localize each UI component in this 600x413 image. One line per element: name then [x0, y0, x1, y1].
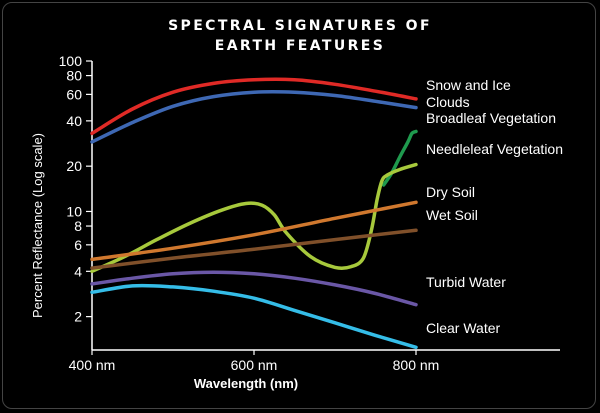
series-line-clear-water	[90, 283, 418, 350]
y-tick-label: 100	[59, 53, 83, 69]
chart-frame	[2, 2, 596, 409]
y-tick-label: 4	[74, 263, 82, 279]
series-line-snow-and-ice	[90, 77, 418, 136]
y-axis-title: Percent Reflectance (Log scale)	[30, 133, 45, 318]
x-tick-label: 600 nm	[231, 357, 278, 373]
series-label-broadleaf-vegetation: Broadleaf Vegetation	[426, 110, 556, 126]
series-label-needleleaf-vegetation: Needleleaf Vegetation	[426, 141, 563, 157]
y-tick-label: 6	[74, 237, 82, 253]
series-label-wet-soil: Wet Soil	[426, 207, 478, 223]
series-line-wet-soil	[90, 228, 418, 270]
y-tick-label: 80	[66, 68, 82, 84]
x-tick-label: 400 nm	[69, 357, 116, 373]
series-line-dry-soil	[90, 200, 418, 262]
y-tick-label: 20	[66, 158, 82, 174]
series-line-clouds	[90, 90, 418, 144]
series-label-dry-soil: Dry Soil	[426, 184, 475, 200]
series-label-turbid-water: Turbid Water	[426, 274, 506, 290]
y-tick-label: 40	[66, 113, 82, 129]
series-line-turbid-water	[90, 270, 418, 307]
y-tick-label: 60	[66, 86, 82, 102]
y-tick-label: 8	[74, 218, 82, 234]
chart-title-line-1: SPECTRAL SIGNATURES OF	[168, 18, 432, 34]
chart-title-line-2: EARTH FEATURES	[214, 38, 386, 54]
series-lines	[90, 77, 418, 350]
x-axis-title: Wavelength (nm)	[194, 376, 298, 391]
series-line-needleleaf-vegetation	[90, 162, 418, 274]
series-label-clouds: Clouds	[426, 94, 470, 110]
series-label-clear-water: Clear Water	[426, 320, 501, 336]
x-tick-label: 800 nm	[393, 357, 440, 373]
y-tick-label: 2	[74, 309, 82, 325]
series-label-snow-and-ice: Snow and Ice	[426, 77, 511, 93]
y-tick-label: 10	[66, 203, 82, 219]
series-line-broadleaf-vegetation	[381, 129, 418, 187]
